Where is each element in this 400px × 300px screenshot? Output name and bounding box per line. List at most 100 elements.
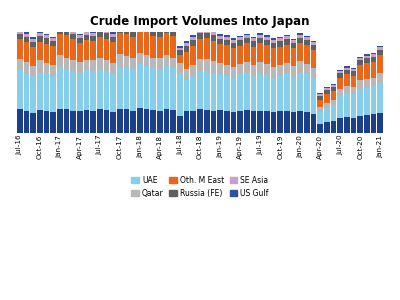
Bar [77,35,83,38]
Bar [230,43,236,48]
Bar [237,111,243,134]
Bar [364,56,370,58]
Bar [44,34,49,35]
Bar [84,59,89,70]
Bar [264,40,270,45]
Bar [190,65,196,75]
Bar [291,43,296,48]
Bar [204,110,210,134]
Bar [237,38,243,40]
Bar [44,111,49,134]
Bar [230,40,236,43]
Bar [37,42,42,61]
Bar [90,32,96,33]
Bar [77,34,83,35]
Bar [291,112,296,134]
Bar [184,69,190,80]
Bar [371,61,376,78]
Bar [164,109,170,134]
Bar [137,64,143,108]
Bar [237,40,243,46]
Bar [190,46,196,65]
Bar [70,39,76,61]
Bar [204,29,210,33]
Bar [210,111,216,134]
Bar [197,109,203,134]
Bar [177,63,183,73]
Bar [130,28,136,32]
Bar [30,39,36,42]
Bar [124,68,129,109]
Bar [210,40,216,61]
Bar [144,66,150,109]
Bar [57,67,62,109]
Bar [17,30,22,31]
Bar [117,28,123,33]
Bar [164,23,170,24]
Bar [150,58,156,68]
Bar [50,41,56,46]
Bar [164,56,170,66]
Bar [64,109,69,134]
Bar [351,69,356,71]
Bar [311,78,316,114]
Bar [317,107,323,112]
Bar [137,30,143,53]
Bar [291,77,296,112]
Bar [304,40,310,45]
Bar [291,48,296,66]
Bar [164,33,170,56]
Bar [24,37,29,42]
Bar [364,88,370,115]
Bar [311,114,316,134]
Bar [197,29,203,33]
Bar [277,64,283,76]
Bar [331,84,336,85]
Bar [30,66,36,76]
Bar [351,76,356,87]
Bar [17,70,22,109]
Bar [50,76,56,112]
Bar [37,73,42,110]
Bar [110,63,116,74]
Bar [104,28,109,30]
Bar [84,40,89,59]
Bar [177,50,183,56]
Bar [297,34,303,35]
Bar [117,33,123,54]
Bar [37,110,42,134]
Bar [338,118,343,134]
Bar [104,71,109,110]
Bar [17,39,22,58]
Bar [378,50,383,55]
Bar [244,35,250,38]
Bar [358,57,363,58]
Bar [271,112,276,134]
Bar [204,33,210,38]
Bar [284,111,290,134]
Bar [284,36,290,39]
Bar [297,73,303,111]
Bar [70,71,76,111]
Bar [244,62,250,73]
Bar [358,80,363,89]
Bar [237,64,243,74]
Bar [304,37,310,40]
Bar [250,111,256,134]
Bar [311,42,316,45]
Bar [351,71,356,76]
Bar [230,112,236,134]
Bar [50,112,56,134]
Bar [57,34,62,56]
Bar [344,66,350,68]
Bar [304,112,310,134]
Bar [250,37,256,38]
Bar [324,122,330,134]
Bar [338,70,343,71]
Bar [277,37,283,38]
Bar [130,32,136,37]
Bar [130,111,136,134]
Bar [170,36,176,58]
Bar [50,38,56,41]
Bar [184,46,190,52]
